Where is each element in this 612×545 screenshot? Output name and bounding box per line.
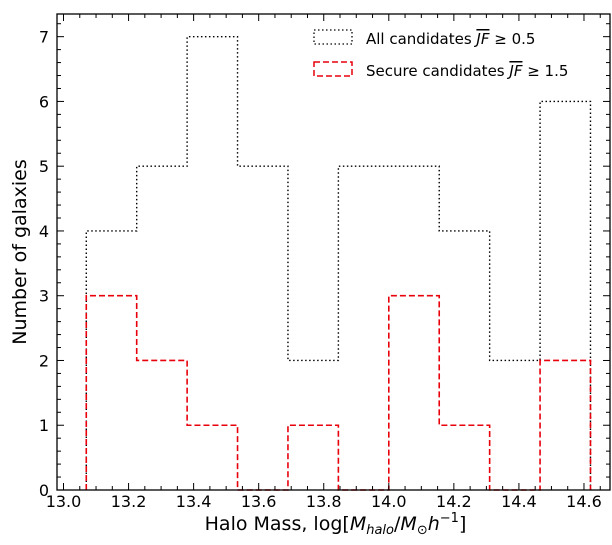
- ticks-layer: [57, 14, 610, 491]
- x-axis-label: Halo Mass, log[Mhalo/M⊙h−1]: [205, 511, 467, 538]
- x-tick-label: 14.2: [436, 492, 472, 511]
- x-tick-label: 14.6: [566, 492, 602, 511]
- y-tick-label: 3: [39, 287, 49, 306]
- x-tick-label: 13.8: [306, 492, 342, 511]
- legend-label-secure: Secure candidates JF ≥ 1.5: [366, 62, 568, 80]
- y-tick-label: 1: [39, 416, 49, 435]
- y-tick-label: 0: [39, 481, 49, 500]
- y-tick-label: 7: [39, 28, 49, 47]
- y-tick-label: 6: [39, 92, 49, 111]
- y-tick-label: 4: [39, 222, 49, 241]
- x-tick-label: 13.4: [176, 492, 212, 511]
- legend: All candidates JF ≥ 0.5 Secure candidate…: [313, 29, 568, 80]
- x-tick-label: 13.6: [241, 492, 277, 511]
- x-tick-label: 13.2: [111, 492, 147, 511]
- tick-labels-layer: 13.0 13.2 13.4 13.6 13.8 14.0 14.2 14.4 14.6 0 1 2 3…: [39, 28, 602, 511]
- legend-label-all: All candidates JF ≥ 0.5: [366, 30, 535, 48]
- y-axis-label: Number of galaxies: [9, 159, 31, 344]
- y-tick-label: 5: [39, 157, 49, 176]
- series-all-step: [85, 35, 592, 490]
- y-tick-label: 2: [39, 351, 49, 370]
- x-tick-label: 14.4: [501, 492, 537, 511]
- x-tick-label: 14.0: [371, 492, 407, 511]
- plot-frame: [56, 13, 611, 491]
- legend-swatch-secure: [313, 61, 353, 77]
- series-layer: [85, 35, 592, 491]
- x-tick-label: 13.0: [46, 492, 82, 511]
- legend-swatch-all: [313, 29, 353, 45]
